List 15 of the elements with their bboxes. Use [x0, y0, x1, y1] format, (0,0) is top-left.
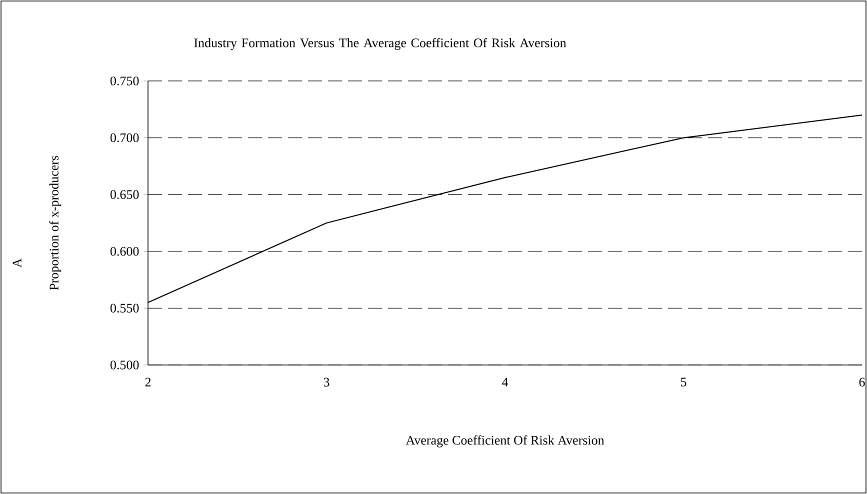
x-axis-title: Average Coefficient Of Risk Aversion — [406, 435, 604, 448]
y-tick-label: 0.600 — [110, 246, 139, 256]
y-tick-label: 0.550 — [110, 304, 139, 313]
y-tick-label: 0.650 — [110, 190, 139, 200]
x-tick-label: 4 — [502, 378, 508, 386]
x-tick-label: 2 — [145, 378, 151, 386]
x-tick-label: 3 — [324, 378, 330, 386]
x-tick-label: 6 — [859, 378, 865, 386]
x-tick-label: 5 — [681, 378, 686, 386]
y-tick-label: 0.700 — [110, 133, 139, 142]
text: A — [12, 258, 22, 268]
y-tick-label: 0.750 — [110, 76, 139, 86]
y-tick-label: 0.500 — [110, 360, 139, 370]
y-axis-title: Proportion of x-producers — [49, 156, 62, 290]
chart-title: Industry Formation Versus The Average Coefficient Of Risk Aversion — [194, 38, 566, 50]
